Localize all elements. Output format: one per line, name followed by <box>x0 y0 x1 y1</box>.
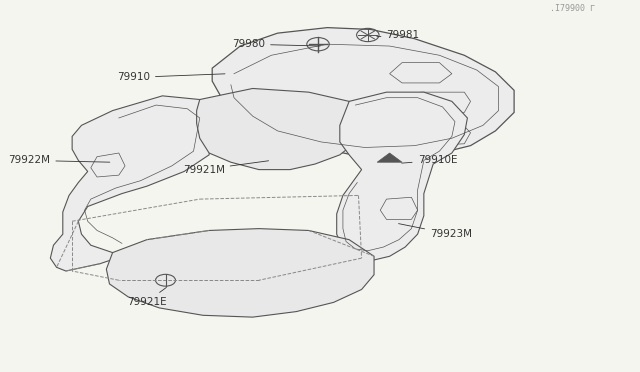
Text: 79921M: 79921M <box>182 161 269 174</box>
Text: 79921E: 79921E <box>127 288 166 307</box>
Polygon shape <box>337 92 467 260</box>
Text: 79981: 79981 <box>377 30 420 40</box>
Polygon shape <box>377 153 402 162</box>
Text: .I79900 Γ: .I79900 Γ <box>550 4 595 13</box>
Polygon shape <box>51 96 215 271</box>
Polygon shape <box>106 229 374 317</box>
Text: 79980: 79980 <box>232 39 320 49</box>
Polygon shape <box>212 28 514 158</box>
Polygon shape <box>196 89 368 170</box>
Text: 79922M: 79922M <box>8 155 110 166</box>
Text: 79923M: 79923M <box>399 224 472 239</box>
Text: 79910E: 79910E <box>402 155 457 166</box>
Text: 79910: 79910 <box>117 73 225 83</box>
